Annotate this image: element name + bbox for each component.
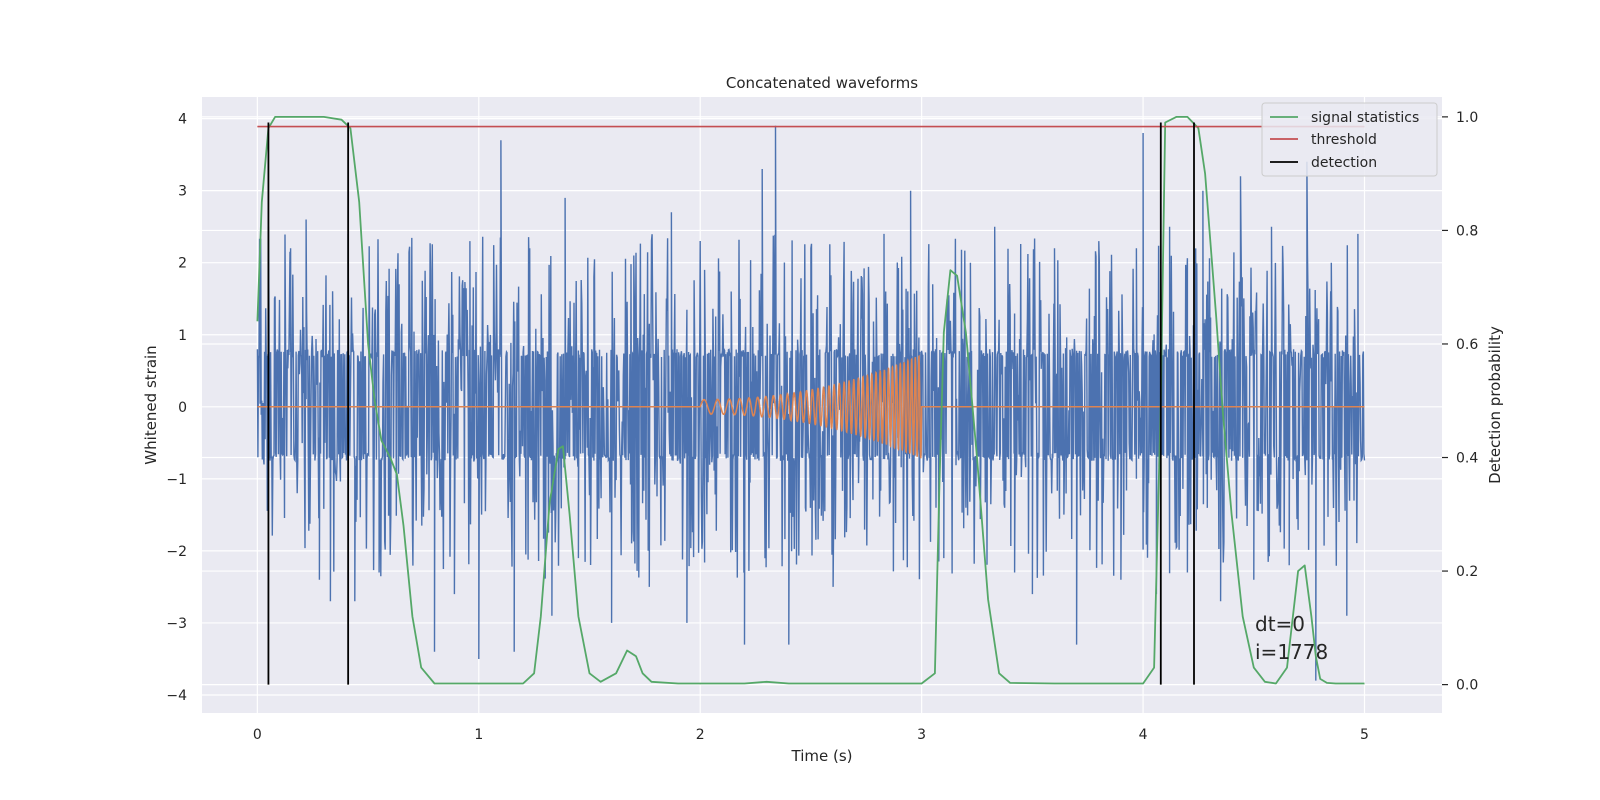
y-right-axis-title: Detection probability	[1486, 326, 1504, 484]
y-tick-label-7: 3	[178, 184, 187, 200]
y-right-tick-label-5: 1.0	[1456, 110, 1478, 126]
y-tick-label-2: −2	[166, 544, 187, 560]
injected-waveform	[257, 354, 1365, 459]
x-tick-label-2: 2	[696, 727, 705, 743]
y-right-tick-label-0: 0.0	[1456, 678, 1478, 694]
y-tick-label-6: 2	[178, 256, 187, 272]
legend-label-threshold: threshold	[1311, 132, 1377, 148]
x-tick-label-3: 3	[917, 727, 926, 743]
y-tick-label-4: 0	[178, 400, 187, 416]
y-right-tick-label-4: 0.8	[1456, 223, 1478, 239]
legend-label-detection: detection	[1311, 155, 1377, 171]
annotation-dt: dt=0	[1255, 612, 1305, 636]
x-axis-title: Time (s)	[791, 747, 853, 765]
chart-title: Concatenated waveforms	[726, 74, 918, 92]
x-tick-label-5: 5	[1360, 727, 1369, 743]
strain-series	[256, 125, 1366, 681]
y-right-tick-label-3: 0.6	[1456, 337, 1478, 353]
y-right-tick-label-1: 0.2	[1456, 564, 1478, 580]
y-tick-label-1: −3	[166, 616, 187, 632]
x-tick-label-1: 1	[474, 727, 483, 743]
y-tick-label-5: 1	[178, 328, 187, 344]
ticks: 0 1 2 3 4 5 −4 −3 −2 −1 0 1 2 3 4 0.0 0.2 0.4 0.6 0.8 1.0	[166, 110, 1478, 743]
y-axis-title: Whitened strain	[142, 345, 160, 464]
legend-box	[1261, 102, 1438, 177]
legend-label-signal-statistics: signal statistics	[1311, 110, 1419, 126]
x-tick-label-0: 0	[253, 727, 262, 743]
chart-marks	[256, 116, 1366, 685]
y-tick-label-0: −4	[166, 688, 187, 704]
annotation-i: i=1778	[1255, 640, 1328, 664]
signal-statistics-line	[256, 116, 1365, 685]
x-tick-label-4: 4	[1139, 727, 1148, 743]
y-tick-label-8: 4	[178, 112, 187, 128]
legend: signal statistics threshold detection	[1261, 102, 1438, 177]
y-right-tick-label-2: 0.4	[1456, 451, 1478, 467]
y-tick-label-3: −1	[166, 472, 187, 488]
